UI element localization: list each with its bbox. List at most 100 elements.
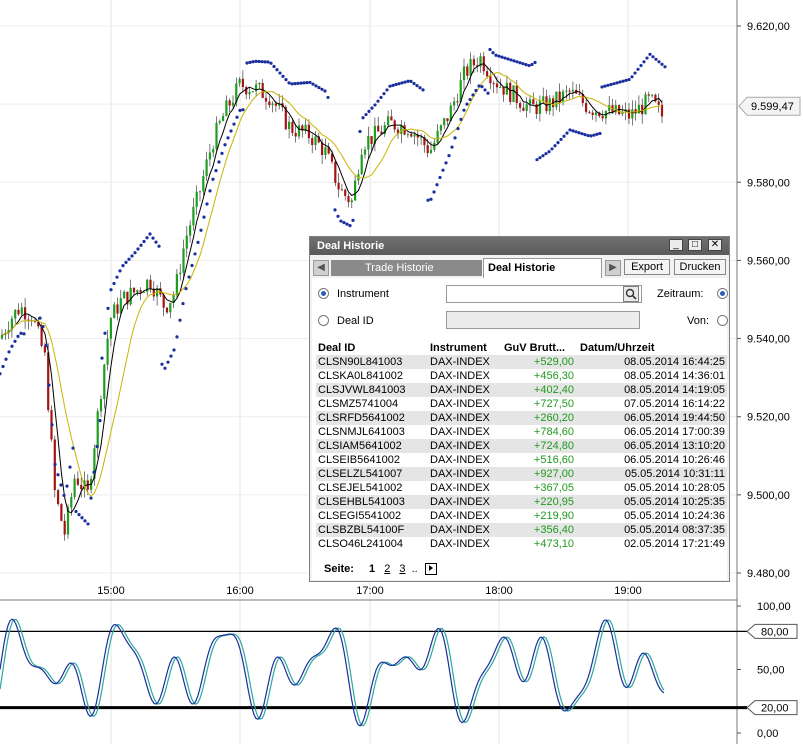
sar-dot — [151, 236, 155, 240]
table-row[interactable]: CLSJVWL841003 DAX-INDEX +402,40 08.05.2014 … — [316, 383, 727, 397]
col-instrument[interactable]: Instrument — [430, 342, 487, 354]
candle-down — [509, 82, 512, 102]
sar-dot — [409, 79, 413, 84]
sar-dot — [106, 306, 110, 311]
oscillator-label: 100,00 — [757, 601, 791, 613]
candle-down — [416, 134, 419, 138]
col-datetime[interactable]: Datum/Uhrzeit — [580, 342, 655, 354]
sar-dot — [373, 103, 377, 107]
deal-id-input[interactable] — [446, 311, 640, 329]
sar-dot — [22, 332, 26, 336]
sar-dot — [633, 71, 637, 75]
table-row[interactable]: CLSEJEL541002 DAX-INDEX +367,05 05.05.2014 … — [316, 481, 727, 495]
candle-down — [380, 131, 383, 135]
sar-dot — [589, 134, 593, 138]
sar-dot — [648, 52, 652, 56]
sar-dot — [320, 87, 324, 91]
sar-dot — [257, 59, 261, 64]
deal-id-cell: CLSO46L241004 — [318, 538, 404, 550]
sar-dot — [7, 350, 11, 354]
candle-up — [433, 142, 436, 150]
sar-dot — [223, 143, 227, 147]
page-link-3[interactable]: 3 — [399, 563, 406, 575]
col-deal-id[interactable]: Deal ID — [318, 342, 356, 354]
deal-history-window[interactable]: Deal Historie _ □ ✕ ◀ Trade Historie Dea… — [309, 236, 730, 582]
col-guv[interactable]: GuV Brutt... — [504, 342, 566, 354]
tab-scroll-right-icon[interactable]: ▶ — [605, 260, 621, 276]
candle-down — [581, 94, 584, 104]
candle-up — [96, 411, 99, 449]
sar-dot — [533, 60, 537, 65]
candle-down — [228, 100, 231, 106]
sar-dot — [214, 169, 218, 173]
minimize-icon[interactable]: _ — [669, 239, 683, 251]
maximize-icon[interactable]: □ — [688, 239, 702, 251]
candle-up — [205, 159, 208, 177]
sar-dot — [483, 88, 487, 92]
deal-id-radio[interactable] — [318, 315, 329, 326]
deals-table: Deal ID Instrument GuV Brutt... Datum/Uh… — [316, 341, 727, 551]
candle-down — [515, 85, 518, 104]
sar-dot — [217, 160, 221, 164]
oscillator-signal-line — [0, 618, 665, 727]
table-row[interactable]: CLSRFD5641002 DAX-INDEX +260,20 06.05.2014 … — [316, 411, 727, 425]
guv-cell: +220,95 — [502, 495, 578, 509]
guv-cell: +219,90 — [533, 510, 574, 522]
export-button[interactable]: Export — [624, 259, 670, 275]
time-axis: 15:00 16:00 17:00 18:00 19:00 — [97, 585, 642, 597]
tab-trade-historie[interactable]: Trade Historie — [331, 260, 482, 276]
search-icon[interactable] — [623, 286, 639, 302]
sar-dot — [429, 197, 433, 201]
sar-dot — [370, 106, 374, 110]
table-row[interactable]: CLSBZBL54100F DAX-INDEX +356,40 05.05.2014 … — [316, 523, 727, 537]
sar-dot — [172, 348, 176, 352]
sar-dot — [80, 516, 84, 520]
candle-down — [426, 145, 429, 154]
candle-down — [641, 104, 644, 115]
candle-down — [344, 189, 347, 196]
sar-dot — [556, 140, 560, 145]
table-row[interactable]: CLSEHBL541003 DAX-INDEX +220,95 05.05.2014 … — [316, 495, 727, 509]
sar-dot — [281, 74, 285, 78]
price-label: 9.480,00 — [747, 568, 790, 580]
candle-down — [522, 107, 525, 111]
sar-dot — [438, 175, 442, 180]
sar-dot — [541, 154, 545, 158]
table-row[interactable]: CLSEGI5541002 DAX-INDEX +219,90 05.05.2014 … — [316, 509, 727, 523]
candle-up — [608, 105, 611, 111]
candle-up — [621, 111, 624, 115]
table-row[interactable]: CLSEIB5641002 DAX-INDEX +516,60 06.05.2014 … — [316, 453, 727, 467]
deal-id-cell: CLSJVWL841003 — [316, 383, 428, 397]
candle-up — [561, 91, 565, 103]
sar-dot — [136, 247, 140, 251]
table-row[interactable]: CLSN90L841003 DAX-INDEX +529,00 08.05.2014 … — [316, 355, 727, 369]
tab-scroll-left-icon[interactable]: ◀ — [313, 260, 329, 276]
datetime-cell: 02.05.2014 17:21:49 — [624, 538, 725, 550]
zeitraum-radio[interactable] — [717, 288, 728, 299]
candle-up — [20, 307, 23, 315]
close-icon[interactable]: ✕ — [708, 239, 722, 251]
sar-dot — [196, 240, 200, 244]
sar-dot — [95, 444, 99, 449]
next-page-icon[interactable] — [424, 563, 437, 576]
instrument-radio[interactable] — [318, 288, 329, 299]
sar-dot — [391, 83, 395, 87]
table-row[interactable]: CLSMZ5741004 DAX-INDEX +727,50 07.05.2014 1… — [316, 397, 727, 411]
page-link-1[interactable]: 1 — [369, 563, 376, 575]
instrument-input[interactable] — [446, 285, 642, 303]
moving-average-yellow — [1, 72, 663, 498]
table-row[interactable]: CLSO46L241004 DAX-INDEX +473,10 02.05.2014 … — [316, 537, 727, 551]
sar-dot — [16, 334, 20, 338]
candle-up — [363, 149, 367, 155]
print-button[interactable]: Drucken — [674, 259, 726, 275]
candle-down — [532, 99, 535, 105]
tab-deal-historie[interactable]: Deal Historie — [483, 258, 602, 278]
table-row[interactable]: CLSELZL541007 DAX-INDEX +927,00 05.05.2014 … — [316, 467, 727, 481]
table-row[interactable]: CLSNMJL641003 DAX-INDEX +784,60 06.05.2014 … — [316, 425, 727, 439]
table-row[interactable]: CLSIAM5641002 DAX-INDEX +724,80 06.05.2014 … — [316, 439, 727, 453]
page-link-2[interactable]: 2 — [384, 563, 391, 575]
candle-up — [324, 147, 327, 156]
von-radio[interactable] — [717, 315, 728, 326]
table-row[interactable]: CLSKA0L841002 DAX-INDEX +456,30 08.05.2014 … — [316, 369, 727, 383]
sar-dot — [130, 254, 134, 258]
